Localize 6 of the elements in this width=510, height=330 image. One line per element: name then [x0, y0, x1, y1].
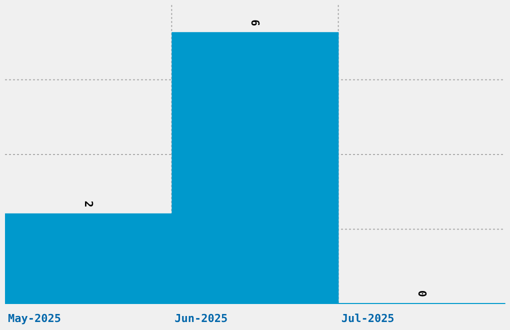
- data-label: 6: [248, 20, 262, 27]
- x-tick-label: Jul-2025: [341, 312, 394, 325]
- x-tick-label: May-2025: [8, 312, 61, 325]
- x-tick-label: Jun-2025: [174, 312, 228, 325]
- data-label: 2: [82, 200, 95, 208]
- data-label: 0: [415, 290, 428, 297]
